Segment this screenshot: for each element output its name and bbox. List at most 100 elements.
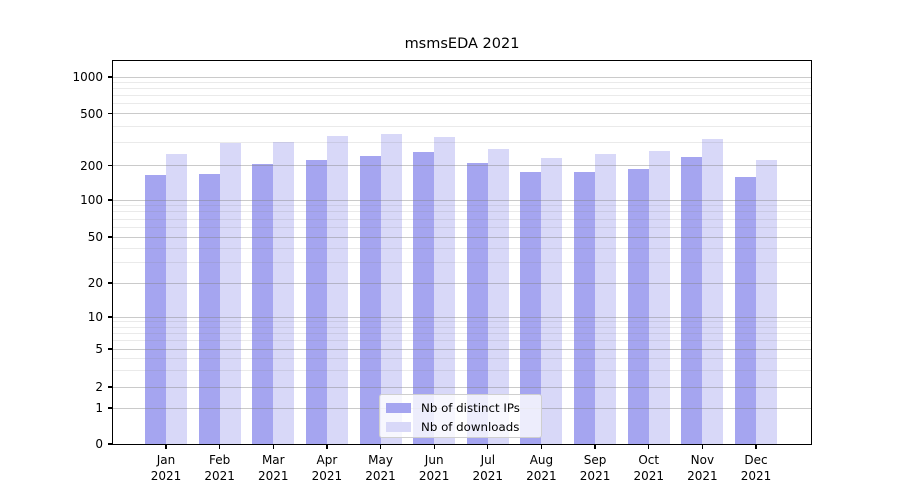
y-axis-tick <box>107 443 113 445</box>
x-axis-tick <box>701 444 703 450</box>
bar-downloads-sep <box>595 153 617 444</box>
major-gridline <box>113 236 811 238</box>
x-axis-tick <box>218 444 221 450</box>
minor-gridline <box>113 247 811 249</box>
x-axis-tick <box>433 444 435 450</box>
major-gridline <box>113 282 811 284</box>
x-axis-tick <box>379 444 382 450</box>
y-axis-tick <box>107 164 113 167</box>
bar-downloads-jun <box>434 137 456 444</box>
x-axis-tick <box>755 444 757 450</box>
major-gridline <box>113 199 811 201</box>
bar-downloads-aug <box>541 158 563 444</box>
bar-ips-oct <box>627 169 649 444</box>
bar-downloads-apr <box>326 135 348 444</box>
x-axis-tick <box>272 444 274 450</box>
major-gridline <box>113 165 811 166</box>
bar-downloads-dec <box>755 159 777 444</box>
minor-gridline <box>113 95 811 97</box>
x-axis-tick-label: Feb 2021 <box>204 453 235 483</box>
x-axis-tick-label: Dec 2021 <box>740 453 772 483</box>
minor-gridline <box>113 82 811 84</box>
y-axis-tick-label: 100 <box>80 193 103 207</box>
minor-gridline <box>113 332 811 334</box>
major-gridline <box>113 348 811 350</box>
bar-ips-may <box>359 155 381 444</box>
y-axis-tick <box>107 199 113 201</box>
minor-gridline <box>113 262 811 264</box>
minor-gridline <box>113 369 811 371</box>
y-axis-tick-label: 20 <box>87 276 103 290</box>
bar-ips-dec <box>734 177 756 444</box>
x-axis-tick <box>594 444 596 450</box>
x-axis-tick <box>487 444 489 450</box>
y-axis-tick-label: 50 <box>87 230 103 244</box>
x-axis-tick <box>648 444 650 450</box>
legend-label-distinct-ips: Nb of distinct IPs <box>421 400 520 415</box>
bar-ips-jan <box>145 175 166 444</box>
y-axis-tick <box>107 316 113 318</box>
x-axis-tick-label: Nov 2021 <box>687 453 718 483</box>
y-axis-tick-label: 1000 <box>72 70 103 84</box>
legend: Nb of distinct IPs Nb of downloads <box>379 393 542 438</box>
minor-gridline <box>113 226 811 228</box>
y-axis-tick <box>107 282 113 284</box>
major-gridline <box>113 443 811 445</box>
bar-downloads-feb <box>219 143 241 444</box>
minor-gridline <box>113 326 811 328</box>
y-axis-tick <box>107 407 113 409</box>
minor-gridline <box>113 125 811 127</box>
y-axis-tick-label: 2 <box>95 380 103 394</box>
x-axis-tick-label: Apr 2021 <box>311 453 343 483</box>
x-axis-tick <box>540 444 543 450</box>
x-axis-tick-label: Jun 2021 <box>418 453 450 483</box>
y-axis-tick-label: 200 <box>80 158 103 173</box>
bar-ips-nov <box>681 156 703 444</box>
bar-ips-sep <box>574 172 596 444</box>
bar-ips-apr <box>305 160 327 444</box>
x-axis-tick-label: Jan 2021 <box>150 453 182 483</box>
y-axis-tick <box>107 386 113 388</box>
bar-ips-mar <box>252 164 274 444</box>
y-axis-tick <box>107 348 113 350</box>
chart-title: msmsEDA 2021 <box>404 36 520 52</box>
legend-swatch-downloads <box>386 422 411 433</box>
x-axis-tick <box>326 444 328 450</box>
minor-gridline <box>113 218 811 220</box>
x-axis-tick-label: Jul 2021 <box>472 453 504 483</box>
y-axis-tick <box>107 112 113 115</box>
bar-ips-aug <box>520 172 542 444</box>
major-gridline <box>113 316 811 318</box>
legend-item-downloads: Nb of downloads <box>386 418 541 438</box>
x-axis-tick-label: Sep 2021 <box>579 453 611 483</box>
minor-gridline <box>113 211 811 213</box>
x-axis-tick <box>165 444 167 450</box>
legend-label-downloads: Nb of downloads <box>421 420 520 435</box>
bar-downloads-jul <box>487 148 509 444</box>
y-axis-tick-label: 1 <box>95 401 103 415</box>
bar-ips-jul <box>466 163 488 444</box>
minor-gridline <box>113 357 811 359</box>
bar-ips-jun <box>413 152 435 444</box>
y-axis-tick <box>107 236 113 238</box>
bar-ips-feb <box>198 174 220 444</box>
legend-swatch-distinct-ips <box>386 402 411 413</box>
minor-gridline <box>113 340 811 342</box>
minor-gridline <box>113 88 811 90</box>
x-axis-tick-label: Aug 2021 <box>526 453 557 483</box>
bar-downloads-jan <box>166 153 187 444</box>
y-axis-tick-label: 500 <box>80 106 103 121</box>
minor-gridline <box>113 205 811 207</box>
major-gridline <box>113 386 811 388</box>
bar-downloads-mar <box>273 141 295 444</box>
y-axis-tick-label: 5 <box>95 342 103 356</box>
minor-gridline <box>113 321 811 323</box>
minor-gridline <box>113 141 811 143</box>
minor-gridline <box>113 103 811 105</box>
bar-downloads-may <box>380 133 402 444</box>
x-axis-tick-label: May 2021 <box>365 453 396 483</box>
bar-downloads-oct <box>648 151 670 444</box>
y-axis-tick-label: 0 <box>95 437 103 451</box>
x-axis-tick-label: Oct 2021 <box>633 453 664 483</box>
